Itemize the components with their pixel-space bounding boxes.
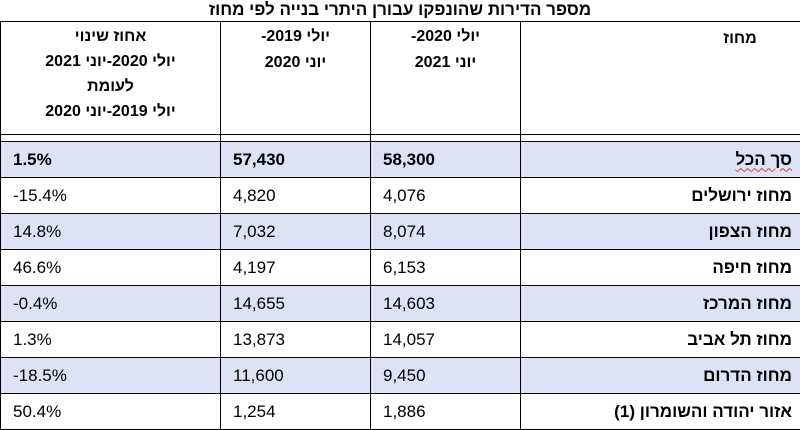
value-2021: 58,300 bbox=[371, 142, 521, 178]
table-title: מספר הדירות שהונפקו עבורן היתרי בנייה לפ… bbox=[0, 0, 800, 22]
spacer-row bbox=[1, 135, 800, 142]
value-2020: 7,032 bbox=[221, 214, 371, 250]
district-name: סך הכל bbox=[521, 142, 800, 178]
district-name: מחוז תל אביב bbox=[521, 322, 800, 358]
header-pct-line1: אחוז שינוי bbox=[1, 24, 220, 49]
value-2020: 11,600 bbox=[221, 358, 371, 394]
value-2020: 14,655 bbox=[221, 286, 371, 322]
table-row: מחוז הצפון 8,074 7,032 14.8% bbox=[1, 214, 800, 250]
table-row: מחוז המרכז 14,603 14,655 -0.4% bbox=[1, 286, 800, 322]
header-period-2020: יולי 2019- יוני 2020 bbox=[221, 22, 371, 135]
header-period-2020-line2: יוני 2020 bbox=[221, 50, 370, 76]
header-pct-line4: יולי 2019-יוני 2020 bbox=[1, 99, 220, 124]
value-2020: 13,873 bbox=[221, 322, 371, 358]
pct-change: 14.8% bbox=[1, 214, 221, 250]
header-period-2020-line1: יולי 2019- bbox=[221, 24, 370, 50]
value-2021: 6,153 bbox=[371, 250, 521, 286]
table-row: מחוז תל אביב 14,057 13,873 1.3% bbox=[1, 322, 800, 358]
value-2020: 1,254 bbox=[221, 394, 371, 430]
header-row: מחוז יולי 2020- יוני 2021 יולי 2019- יונ… bbox=[1, 22, 800, 135]
value-2021: 1,886 bbox=[371, 394, 521, 430]
value-2021: 14,057 bbox=[371, 322, 521, 358]
value-2020: 57,430 bbox=[221, 142, 371, 178]
pct-change: 46.6% bbox=[1, 250, 221, 286]
district-name: מחוז ירושלים bbox=[521, 178, 800, 214]
pct-change: -18.5% bbox=[1, 358, 221, 394]
value-2021: 4,076 bbox=[371, 178, 521, 214]
pct-change: -0.4% bbox=[1, 286, 221, 322]
header-period-2021-line1: יולי 2020- bbox=[371, 24, 520, 50]
table-row: מחוז ירושלים 4,076 4,820 -15.4% bbox=[1, 178, 800, 214]
value-2020: 4,820 bbox=[221, 178, 371, 214]
table-row-total: סך הכל 58,300 57,430 1.5% bbox=[1, 142, 800, 178]
header-district-label: מחוז bbox=[680, 30, 800, 48]
header-period-2021: יולי 2020- יוני 2021 bbox=[371, 22, 521, 135]
header-pct-line2: יולי 2020-יוני 2021 bbox=[1, 49, 220, 74]
pct-change: 50.4% bbox=[1, 394, 221, 430]
header-pct-line3: לעומת bbox=[1, 74, 220, 99]
district-name: מחוז חיפה bbox=[521, 250, 800, 286]
table-row: מחוז חיפה 6,153 4,197 46.6% bbox=[1, 250, 800, 286]
value-2021: 8,074 bbox=[371, 214, 521, 250]
value-2021: 9,450 bbox=[371, 358, 521, 394]
district-name: מחוז המרכז bbox=[521, 286, 800, 322]
value-2020: 4,197 bbox=[221, 250, 371, 286]
table-row: אזור יהודה והשומרון (1) 1,886 1,254 50.4… bbox=[1, 394, 800, 430]
district-name: מחוז הדרום bbox=[521, 358, 800, 394]
permits-table: מחוז יולי 2020- יוני 2021 יולי 2019- יונ… bbox=[0, 21, 800, 430]
district-name: אזור יהודה והשומרון (1) bbox=[521, 394, 800, 430]
header-pct-change: אחוז שינוי יולי 2020-יוני 2021 לעומת יול… bbox=[1, 22, 221, 135]
district-name: מחוז הצפון bbox=[521, 214, 800, 250]
pct-change: 1.3% bbox=[1, 322, 221, 358]
table-row: מחוז הדרום 9,450 11,600 -18.5% bbox=[1, 358, 800, 394]
header-period-2021-line2: יוני 2021 bbox=[371, 50, 520, 76]
value-2021: 14,603 bbox=[371, 286, 521, 322]
header-district: מחוז bbox=[521, 22, 800, 135]
pct-change: -15.4% bbox=[1, 178, 221, 214]
pct-change: 1.5% bbox=[1, 142, 221, 178]
